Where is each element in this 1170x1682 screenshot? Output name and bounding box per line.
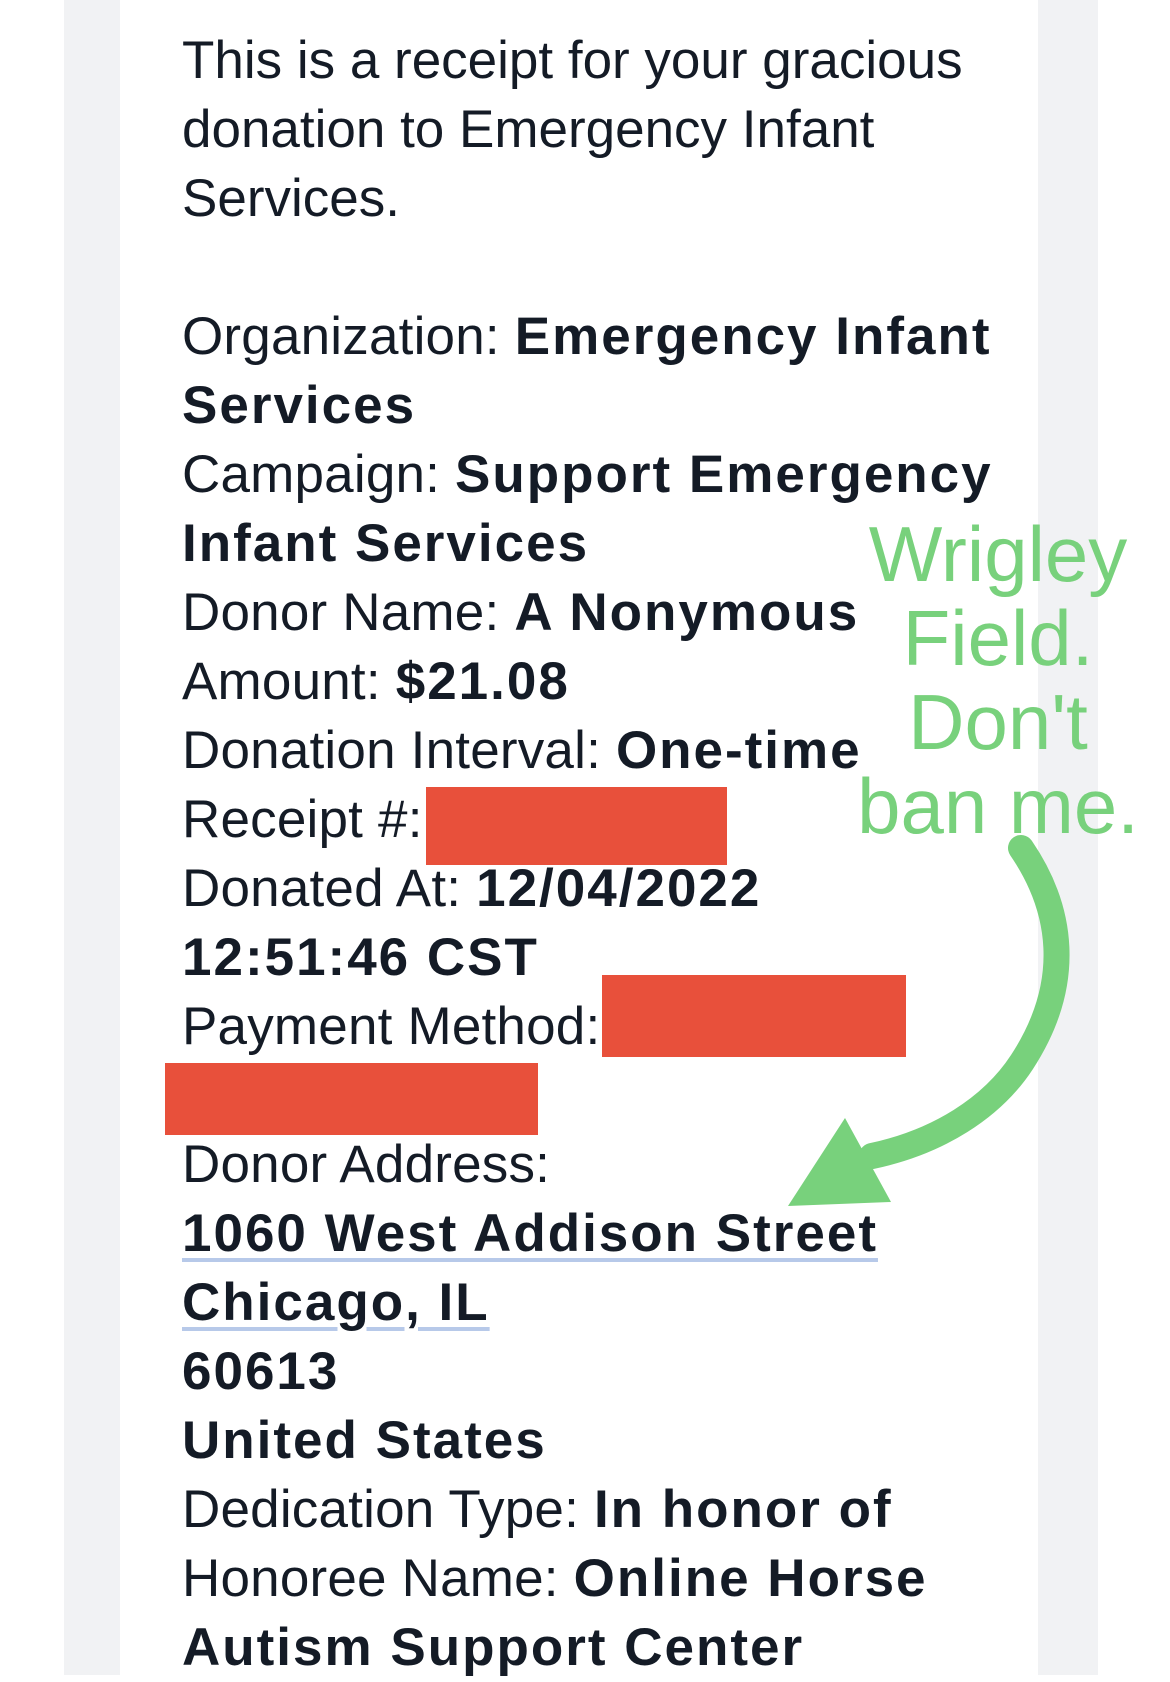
- address-zip-row: 60613: [182, 1342, 340, 1401]
- donation-receipt-body: This is a receipt for your gracious dona…: [0, 26, 1170, 1682]
- redaction-box-payment-method: [602, 975, 906, 1057]
- green-annotation-text: Wrigley Field. Don't ban me.: [857, 510, 1139, 850]
- amount-row: Amount: $21.08: [182, 652, 570, 711]
- dedication-type-row: Dedication Type: In honor of: [182, 1480, 893, 1539]
- donated-at-row: Donated At: 12/04/2022: [182, 859, 762, 918]
- organization-row: Organization: Emergency Infant: [182, 307, 992, 366]
- donation-interval-row: Donation Interval: One-time: [182, 721, 862, 780]
- intro-line: This is a receipt for your gracious: [182, 31, 963, 90]
- left-gutter: [64, 0, 120, 1675]
- address-country-row: United States: [182, 1411, 547, 1470]
- intro-line: Services.: [182, 169, 400, 228]
- honoree-name-row-wrap: Autism Support Center: [182, 1618, 805, 1677]
- address-city-link[interactable]: Chicago, IL: [182, 1273, 490, 1332]
- receipt-number-row: Receipt #:: [182, 790, 423, 849]
- campaign-row-wrap: Infant Services: [182, 514, 590, 573]
- donor-name-row: Donor Name: A Nonymous: [182, 583, 860, 642]
- campaign-row: Campaign: Support Emergency: [182, 445, 993, 504]
- honoree-name-row: Honoree Name: Online Horse: [182, 1549, 928, 1608]
- donor-address-label-row: Donor Address:: [182, 1135, 551, 1194]
- payment-method-row: Payment Method:: [182, 997, 601, 1056]
- address-street-link[interactable]: 1060 West Addison Street: [182, 1204, 878, 1263]
- donated-at-row-wrap: 12:51:46 CST: [182, 928, 539, 987]
- redaction-box-receipt-number: [426, 787, 727, 865]
- blank-line: [182, 233, 1170, 302]
- intro-line: donation to Emergency Infant: [182, 100, 875, 159]
- organization-row-wrap: Services: [182, 376, 417, 435]
- redaction-box-payment-method-2: [165, 1063, 538, 1135]
